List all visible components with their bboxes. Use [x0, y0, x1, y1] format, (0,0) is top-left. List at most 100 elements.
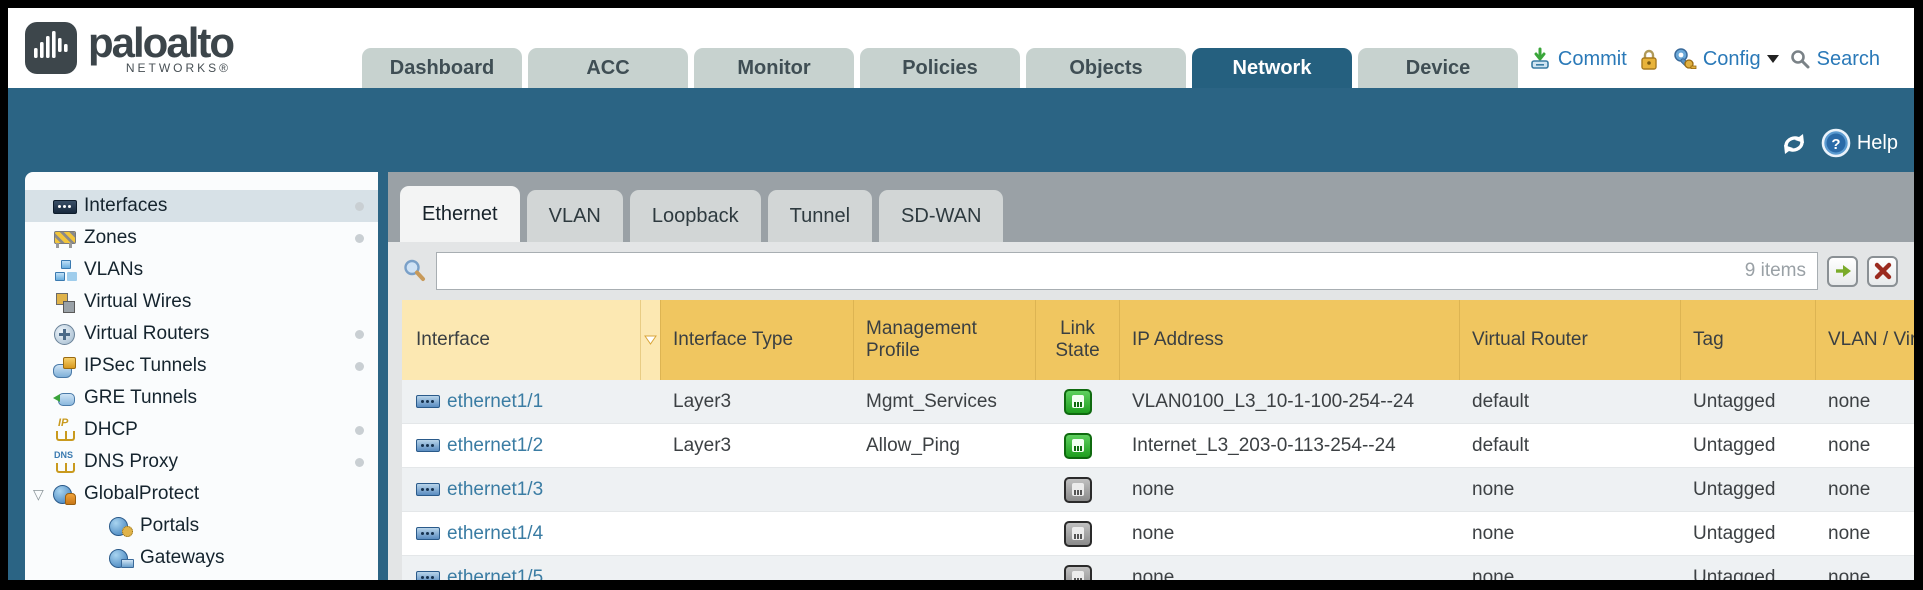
subtab-label: Tunnel [789, 204, 851, 227]
expander-triangle-icon[interactable] [33, 478, 53, 510]
management-profile-cell: Mgmt_Services [866, 390, 997, 412]
virtual-router-cell: none [1472, 566, 1515, 581]
search-button[interactable]: Search [1789, 46, 1880, 72]
apply-filter-button[interactable] [1827, 255, 1858, 287]
sidebar-item[interactable]: Zones [25, 222, 378, 254]
column-header-ip-address[interactable]: IP Address [1120, 300, 1460, 380]
filter-input[interactable] [436, 252, 1818, 290]
nav-tab[interactable]: Monitor [694, 48, 854, 88]
secondary-bar: ? Help [8, 88, 1914, 172]
table-row: ethernet1/3 none none Untagged n [402, 468, 1914, 512]
link-state-cell [1036, 512, 1120, 555]
link-state-icon [1064, 388, 1092, 415]
interface-link[interactable]: ethernet1/2 [447, 434, 544, 456]
link-state-cell [1036, 424, 1120, 467]
column-header-virtual-router[interactable]: Virtual Router [1460, 300, 1681, 380]
sidebar-item-icon [53, 450, 77, 474]
interface-type-cell: Layer3 [673, 434, 732, 456]
help-button[interactable]: ? Help [1821, 128, 1898, 158]
status-dot [355, 201, 364, 211]
subtab[interactable]: Tunnel [767, 190, 873, 242]
ethernet-port-icon [416, 439, 440, 452]
table-header-row: Interface Interface Type Management Prof… [402, 300, 1914, 380]
subtab[interactable]: VLAN [526, 190, 623, 242]
subtab[interactable]: SD-WAN [879, 190, 1004, 242]
sidebar-item[interactable]: Gateways [25, 542, 378, 574]
table-row: ethernet1/2 Layer3 Allow_Ping Internet_L… [402, 424, 1914, 468]
config-icon [1674, 48, 1697, 69]
column-header-management-profile[interactable]: Management Profile [854, 300, 1036, 380]
column-header-interface-type[interactable]: Interface Type [661, 300, 854, 380]
help-icon: ? [1821, 128, 1851, 158]
tag-cell: Untagged [1693, 566, 1776, 581]
sidebar-item[interactable]: VLANs [25, 254, 378, 286]
vlan-wire-cell: none [1828, 390, 1871, 412]
sidebar-item[interactable]: GlobalProtect [25, 478, 378, 510]
clear-filter-button[interactable] [1867, 255, 1898, 287]
interface-type-cell [661, 468, 854, 511]
ip-address-cell: VLAN0100_L3_10-1-100-254--24 [1132, 390, 1415, 412]
management-profile-cell [854, 512, 1036, 555]
column-header-interface[interactable]: Interface [402, 300, 661, 380]
nav-tab[interactable]: Objects [1026, 48, 1186, 88]
brand-wordmark: paloalto [88, 19, 235, 66]
help-label: Help [1856, 131, 1898, 154]
ethernet-port-icon [416, 395, 440, 408]
interface-cell: ethernet1/4 [402, 512, 661, 555]
interface-cell: ethernet1/3 [402, 468, 661, 511]
search-icon [1790, 50, 1810, 69]
interface-link[interactable]: ethernet1/4 [447, 522, 544, 544]
utility-bar: Commit Config [1528, 8, 1914, 88]
sidebar-item-icon [53, 290, 77, 314]
column-header-tag[interactable]: Tag [1681, 300, 1816, 380]
tag-cell: Untagged [1693, 522, 1776, 544]
ethernet-port-icon [416, 483, 440, 496]
status-dot [355, 361, 364, 371]
nav-tab[interactable]: Dashboard [362, 48, 522, 88]
column-header-vlan-wire[interactable]: VLAN / Virtual Wire [1816, 300, 1914, 380]
ethernet-port-icon [416, 571, 440, 580]
interface-link[interactable]: ethernet1/3 [447, 478, 544, 500]
brand-text: paloalto NETWORKS® [88, 19, 235, 76]
sidebar-item-label: Zones [84, 227, 137, 248]
sidebar-item[interactable]: DNS Proxy [25, 446, 378, 478]
refresh-icon[interactable] [1779, 130, 1809, 158]
search-label: Search [1816, 48, 1880, 70]
lock-icon[interactable] [1637, 48, 1661, 72]
management-profile-cell [854, 468, 1036, 511]
sidebar-item[interactable]: Virtual Wires [25, 286, 378, 318]
sidebar-item[interactable]: Portals [25, 510, 378, 542]
link-state-cell [1036, 468, 1120, 511]
nav-tab[interactable]: Device [1358, 48, 1518, 88]
subtab[interactable]: Ethernet [400, 186, 520, 242]
vlan-wire-cell: none [1828, 522, 1871, 544]
filter-bar: 9 items [388, 242, 1914, 300]
ethernet-port-icon [416, 527, 440, 540]
commit-button[interactable]: Commit [1528, 46, 1627, 72]
nav-tab-label: Network [1232, 56, 1312, 79]
ip-address-cell: none [1132, 478, 1175, 500]
nav-tab[interactable]: ACC [528, 48, 688, 88]
sidebar-item[interactable]: DHCP [25, 414, 378, 446]
interface-link[interactable]: ethernet1/1 [447, 390, 544, 412]
sidebar-item[interactable]: Interfaces [25, 190, 378, 222]
tag-cell: Untagged [1693, 390, 1776, 412]
sidebar-item[interactable] [25, 574, 378, 580]
sidebar-item[interactable]: Virtual Routers [25, 318, 378, 350]
column-header-link-state[interactable]: Link State [1036, 300, 1120, 380]
sidebar-item[interactable]: IPSec Tunnels [25, 350, 378, 382]
nav-tab[interactable]: Policies [860, 48, 1020, 88]
sort-dropdown-button[interactable] [640, 300, 660, 380]
interface-type-cell [661, 512, 854, 555]
config-dropdown[interactable]: Config [1671, 46, 1779, 72]
nav-tab[interactable]: Network [1192, 48, 1352, 88]
sidebar-nav: Interfaces Zones VLANs [25, 172, 378, 580]
subtab-label: SD-WAN [901, 204, 982, 227]
sidebar-item[interactable]: GRE Tunnels [25, 382, 378, 414]
interface-link[interactable]: ethernet1/5 [447, 566, 544, 581]
sidebar-item-label: Gateways [140, 547, 225, 568]
subtab[interactable]: Loopback [629, 190, 761, 242]
green-arrow-icon [1835, 265, 1851, 277]
sidebar-item-label: Portals [140, 515, 200, 536]
table-row: ethernet1/1 Layer3 Mgmt_Services VLAN010… [402, 380, 1914, 424]
